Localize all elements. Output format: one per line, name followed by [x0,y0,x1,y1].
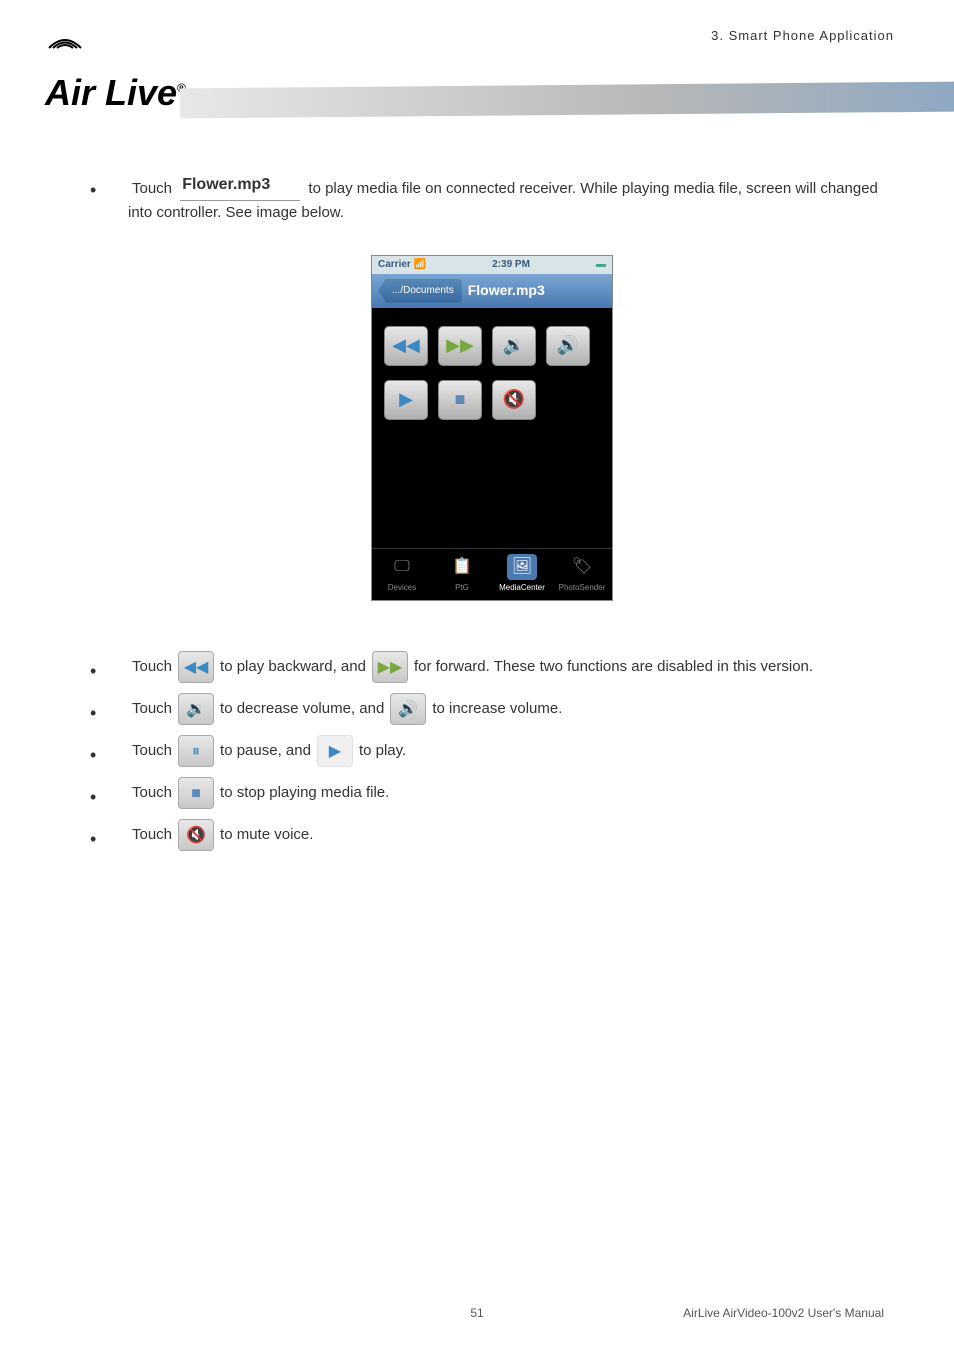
devices-icon: 🖵 [394,554,409,580]
nav-title: Flower.mp3 [468,279,545,301]
logo: Air Live® [45,30,186,114]
tab-mediacenter[interactable]: 🖼 MediaCenter [492,549,552,600]
rewind-icon: ◀◀ [178,651,214,683]
play-button[interactable]: ▶ [384,380,428,420]
forward-button[interactable]: ▶▶ [438,326,482,366]
carrier-label: Carrier 📶 [378,257,426,273]
header-gradient [180,82,954,119]
media-controls: ◀◀ ▶▶ 🔉 🔊 ▶ ■ 🔇 [372,308,612,548]
status-bar: Carrier 📶 2:39 PM ▬ [372,256,612,274]
file-name-label: Flower.mp3 [180,170,300,201]
instruction-volume: Touch 🔉 to decrease volume, and 🔊 to inc… [90,693,894,725]
instruction-mute: Touch 🔇 to mute voice. [90,819,894,851]
vol-down-icon: 🔉 [178,693,214,725]
page-footer: 51 AirLive AirVideo-100v2 User's Manual [0,1306,954,1320]
pause-icon: ⏸ [178,735,214,767]
stop-button[interactable]: ■ [438,380,482,420]
chapter-label: 3. Smart Phone Application [711,28,894,43]
page-header: 3. Smart Phone Application Air Live® [0,0,954,120]
manual-title: AirLive AirVideo-100v2 User's Manual [683,1306,884,1320]
tab-ptg[interactable]: 📋 PtG [432,549,492,600]
instruction-pause-play: Touch ⏸ to pause, and ▶ to play. [90,735,894,767]
page-number: 51 [470,1306,483,1320]
vol-up-icon: 🔊 [390,693,426,725]
volume-up-button[interactable]: 🔊 [546,326,590,366]
tab-bar: 🖵 Devices 📋 PtG 🖼 MediaCenter 🏷 PhotoSen… [372,548,612,600]
ptg-icon: 📋 [452,554,472,580]
intro-bullet: Touch Flower.mp3 to play media file on c… [90,170,894,225]
mute-button[interactable]: 🔇 [492,380,536,420]
forward-icon: ▶▶ [372,651,408,683]
tab-devices[interactable]: 🖵 Devices [372,549,432,600]
page-content: Touch Flower.mp3 to play media file on c… [0,120,954,851]
play-icon: ▶ [317,735,353,767]
media-icon: 🖼 [512,554,532,580]
nav-bar: .../Documents Flower.mp3 [372,274,612,308]
instruction-stop: Touch ■ to stop playing media file. [90,777,894,809]
volume-down-button[interactable]: 🔉 [492,326,536,366]
stop-icon: ■ [178,777,214,809]
photo-icon: 🏷 [572,554,592,580]
back-button[interactable]: .../Documents [378,279,462,303]
rewind-button[interactable]: ◀◀ [384,326,428,366]
phone-screenshot: Carrier 📶 2:39 PM ▬ .../Documents Flower… [371,255,613,601]
instructions-list: Touch ◀◀ to play backward, and ▶▶ for fo… [90,651,894,851]
wifi-icon: 📶 [414,259,426,270]
mute-icon: 🔇 [178,819,214,851]
instruction-backward-forward: Touch ◀◀ to play backward, and ▶▶ for fo… [90,651,894,683]
battery-icon: ▬ [596,257,606,273]
time-label: 2:39 PM [492,257,530,273]
tab-photosender[interactable]: 🏷 PhotoSender [552,549,612,600]
